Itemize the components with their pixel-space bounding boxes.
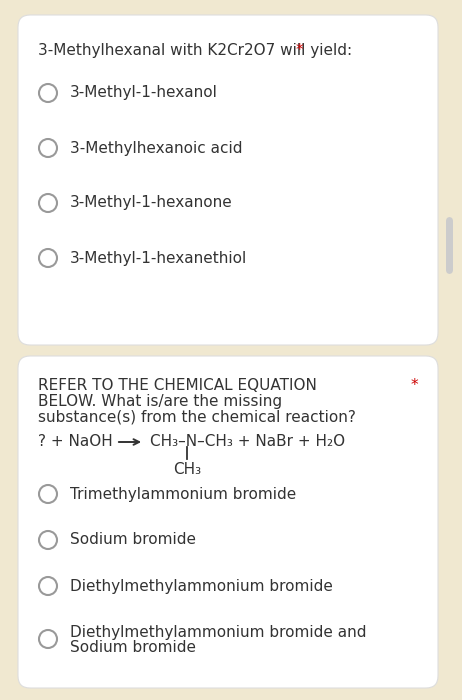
Text: Sodium bromide: Sodium bromide xyxy=(70,533,196,547)
Text: BELOW. What is/are the missing: BELOW. What is/are the missing xyxy=(38,394,282,409)
Text: ? + NaOH: ? + NaOH xyxy=(38,435,113,449)
Text: 3-Methyl-1-hexanethiol: 3-Methyl-1-hexanethiol xyxy=(70,251,247,265)
Text: Diethylmethylammonium bromide: Diethylmethylammonium bromide xyxy=(70,578,333,594)
Text: 3-Methylhexanoic acid: 3-Methylhexanoic acid xyxy=(70,141,243,155)
Text: *: * xyxy=(410,378,418,393)
Text: *: * xyxy=(296,43,304,58)
Text: Diethylmethylammonium bromide and: Diethylmethylammonium bromide and xyxy=(70,624,366,640)
Text: CH₃: CH₃ xyxy=(173,462,201,477)
Text: 3-Methyl-1-hexanone: 3-Methyl-1-hexanone xyxy=(70,195,233,211)
Text: REFER TO THE CHEMICAL EQUATION: REFER TO THE CHEMICAL EQUATION xyxy=(38,378,317,393)
Text: 3-Methyl-1-hexanol: 3-Methyl-1-hexanol xyxy=(70,85,218,101)
Text: CH₃–N–CH₃ + NaBr + H₂O: CH₃–N–CH₃ + NaBr + H₂O xyxy=(150,435,345,449)
Text: 3-Methylhexanal with K2Cr2O7 will yield:: 3-Methylhexanal with K2Cr2O7 will yield: xyxy=(38,43,357,58)
FancyBboxPatch shape xyxy=(18,15,438,345)
Text: Trimethylammonium bromide: Trimethylammonium bromide xyxy=(70,486,296,501)
FancyBboxPatch shape xyxy=(18,356,438,688)
Text: Sodium bromide: Sodium bromide xyxy=(70,640,196,655)
Text: substance(s) from the chemical reaction?: substance(s) from the chemical reaction? xyxy=(38,410,356,425)
